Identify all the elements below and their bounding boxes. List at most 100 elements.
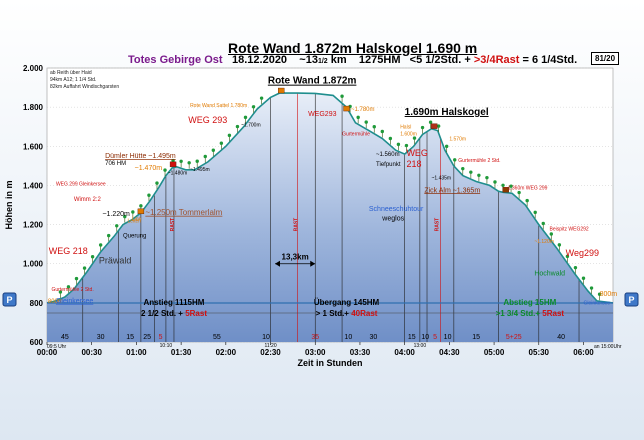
- tree-icon: [485, 175, 489, 184]
- hut-marker: [430, 123, 438, 129]
- rast-label: RAST: [170, 218, 176, 232]
- hut-marker: [278, 87, 285, 94]
- tree-icon: [74, 276, 79, 285]
- tour-time-rest: >3/4Rast: [473, 54, 520, 66]
- segment-minutes-label: 55: [213, 334, 221, 341]
- annotation-label: ~1.495m: [190, 167, 210, 173]
- tree-icon: [581, 276, 586, 285]
- x-tick-label: 06:00: [573, 348, 594, 357]
- annotation-label: 800m: [600, 291, 618, 298]
- annotation-label: 1.600m: [400, 132, 417, 138]
- tree-icon: [396, 142, 401, 151]
- end-time-label: an 15:00Uhr: [594, 344, 622, 350]
- tree-icon: [98, 243, 103, 251]
- clock-time-ticks: 10:10 11:20 13:00: [160, 343, 427, 349]
- start-note-line-1: ab Reith über Haid: [50, 70, 92, 76]
- side-button-left[interactable]: P: [2, 292, 17, 307]
- stage-labels: Anstieg 1115HM 2 1/2 Std. + 5Rast Übergang…: [141, 298, 564, 318]
- annotation-label: ~1.700m: [241, 123, 261, 129]
- annotation-label: Präwald: [99, 256, 132, 266]
- tree-icon: [589, 286, 594, 295]
- annotation-label: 1.570m: [449, 136, 466, 142]
- stage-label-part: 40Rast: [351, 309, 378, 318]
- peaks-title: Rote Wand 1.872m Halskogel 1.690 m: [228, 40, 478, 56]
- tree-icon: [259, 96, 264, 105]
- segment-minutes-label: 15: [472, 334, 480, 341]
- y-axis-label: Höhen in m: [4, 181, 14, 230]
- annotation-label: ~1.435m: [431, 176, 451, 182]
- annotation-label: 218: [406, 159, 421, 169]
- start-note: ab Reith über Haid 94km A12; 1 1/4 Std. …: [50, 70, 119, 91]
- tree-decorations: [58, 94, 602, 301]
- tree-icon: [517, 190, 521, 199]
- stage-label-part: Übergang 145HM: [314, 298, 380, 307]
- distance-label: 13,3km: [282, 253, 309, 262]
- tree-icon: [388, 136, 393, 145]
- segment-minutes-label: 30: [97, 334, 105, 341]
- distance-arrow-left: [275, 260, 281, 267]
- segment-minutes: 45 30 15 25 5 55 10 35 10 30 15 10 5 10 15 5+25 40: [61, 334, 565, 341]
- tree-icon: [493, 180, 497, 188]
- tree-icon: [525, 198, 529, 207]
- tree-icon: [557, 243, 562, 251]
- annotation-label: WEG: [406, 148, 428, 158]
- annotation-label: Tiefpunkt: [376, 162, 401, 168]
- x-tick-label: 02:00: [216, 348, 237, 357]
- annotation-label: ~1.120m: [534, 239, 554, 245]
- x-tick-label: 01:30: [171, 348, 192, 357]
- x-tick-label: 03:00: [305, 348, 326, 357]
- tree-icon: [227, 133, 232, 142]
- tree-icon: [436, 124, 441, 133]
- elevation-area: [47, 93, 613, 342]
- annotation-label: Beispitz WEG292: [550, 226, 589, 232]
- start-note-line-3: 82km Auffahrt Windischgarsten: [50, 84, 120, 90]
- chart-annotations: Wimm 2:2 WEG 218 Präwald Gurtermühle 2 Std.…: [48, 76, 617, 307]
- annotation-label: Dümler Hütte ~1.495m: [105, 153, 176, 160]
- tree-icon: [195, 159, 199, 168]
- annotation-label: Schneeschuhtour: [369, 206, 424, 213]
- location-markers: [137, 87, 509, 215]
- segment-minutes-label: 5: [159, 334, 163, 341]
- y-tick-label: 1.000: [23, 260, 44, 269]
- annotation-label: Gurtermühle 2 Std.: [51, 287, 93, 293]
- tree-icon: [461, 166, 465, 175]
- side-button-right[interactable]: P: [624, 292, 639, 307]
- tree-icon: [428, 120, 433, 129]
- annotation-label: WEG293: [308, 111, 337, 118]
- hut-marker: [502, 187, 509, 193]
- annotation-label: ~1.470m: [135, 165, 163, 172]
- tree-icon: [90, 255, 95, 263]
- annotation-label: WEG 218: [49, 246, 88, 256]
- x-tick-label: 05:30: [529, 348, 550, 357]
- tree-icon: [477, 173, 481, 182]
- x-tick-label: 00:30: [81, 348, 102, 357]
- tree-icon: [251, 105, 256, 113]
- segment-minutes-label: 45: [61, 334, 69, 341]
- hut-marker: [169, 161, 177, 168]
- x-tick-label: 04:30: [439, 348, 460, 357]
- clock-time-label: 11:20: [264, 343, 276, 349]
- segment-minutes-label: 10: [421, 334, 429, 341]
- clock-time-label: 13:00: [414, 343, 427, 349]
- segment-minutes-label: 10: [344, 334, 352, 341]
- tree-icon: [115, 224, 119, 232]
- annotation-label: ~1.480m: [168, 171, 188, 177]
- tree-icon: [82, 266, 87, 275]
- x-tick-label: 02:30: [260, 348, 281, 357]
- annotation-label: ~1.780m: [351, 107, 375, 113]
- stage-label-part: 5Rast: [542, 309, 564, 318]
- distance-arrow-right: [310, 260, 316, 267]
- x-tick-label: 01:00: [126, 348, 147, 357]
- start-note-line-2: 94km A12; 1 1/4 Std.: [50, 77, 97, 83]
- annotation-label: Hochwald: [534, 270, 565, 277]
- annotation-label: Rote Wand Sattel 1.780m: [190, 103, 247, 109]
- tree-icon: [444, 144, 449, 153]
- x-tick-label: 04:00: [394, 348, 415, 357]
- segment-minutes-label: 30: [369, 334, 377, 341]
- clock-time-label: 10:10: [160, 343, 173, 349]
- tree-icon: [131, 210, 135, 218]
- rast-label: RAST: [293, 218, 299, 232]
- x-tick-label: 05:00: [484, 348, 505, 357]
- y-axis-ticks: 600 800 1.000 1.200 1.400 1.600 1.800 2.000: [23, 64, 44, 347]
- stage-label-part: > 1 Std.+: [316, 309, 352, 318]
